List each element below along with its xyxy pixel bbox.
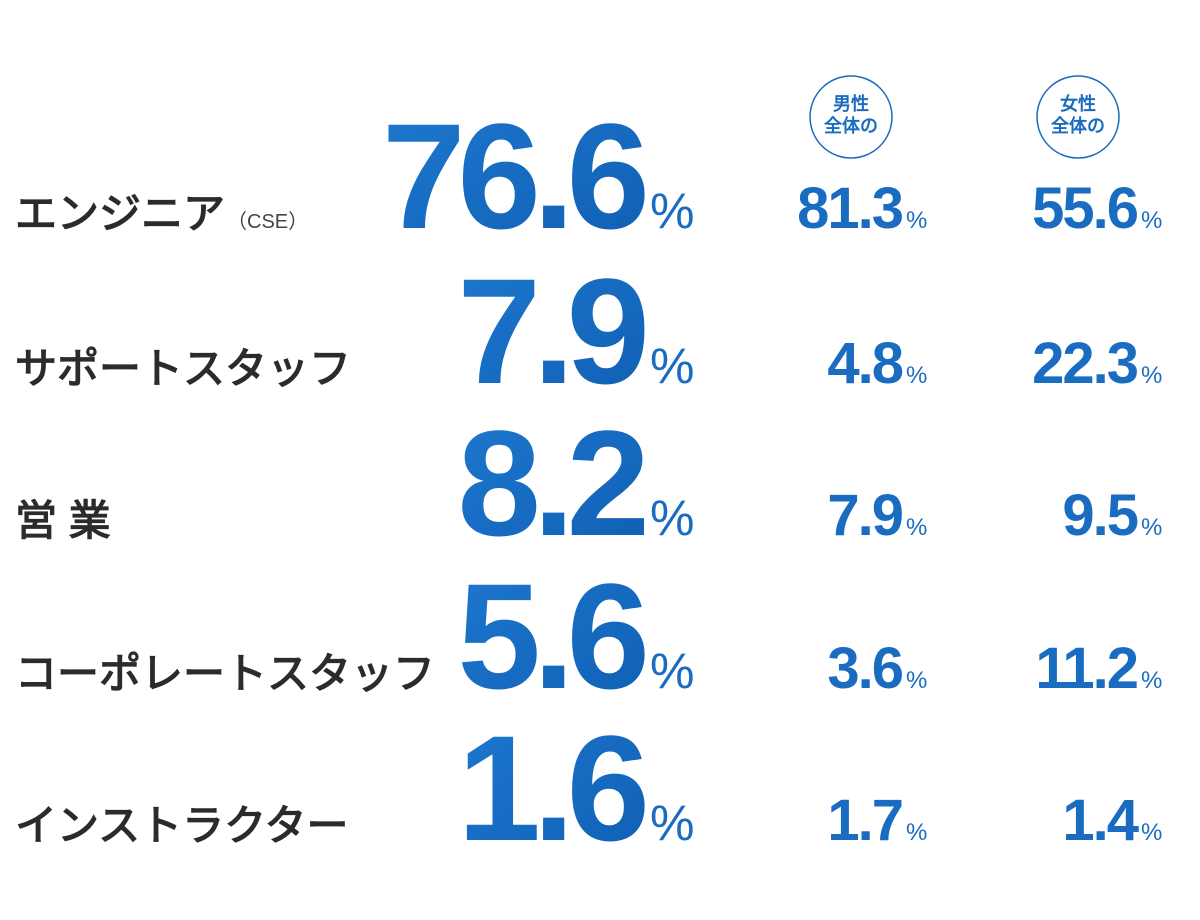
percent-sign: % (906, 362, 927, 389)
percent-sign: % (650, 490, 694, 546)
header-circle (1036, 75, 1120, 159)
percent-sign: % (1141, 819, 1162, 846)
male-value: 4.8 (827, 331, 902, 396)
total-value: 76.6 (382, 92, 645, 260)
percent-sign: % (650, 795, 694, 851)
header-text: 女性 (1060, 93, 1096, 114)
total-value: 1.6 (457, 704, 644, 872)
row-label: サポートスタッフ (15, 345, 351, 392)
percent-sign: % (906, 819, 927, 846)
male-value: 1.7 (827, 788, 902, 853)
row-label: コーポレートスタッフ (15, 650, 435, 697)
female-value: 1.4 (1062, 788, 1138, 853)
percent-sign: % (1141, 362, 1162, 389)
total-value: 8.2 (457, 399, 644, 567)
row-note: （CSE） (227, 210, 308, 233)
row-label: インストラクター (15, 802, 348, 849)
percent-sign: % (650, 183, 694, 239)
row-label: エンジニア (15, 190, 225, 237)
female-value: 11.2 (1035, 636, 1137, 701)
percent-sign: % (650, 338, 694, 394)
female-value: 22.3 (1032, 331, 1138, 396)
percent-sign: % (650, 643, 694, 699)
percent-sign: % (1141, 207, 1162, 234)
header-text: 男性 (833, 93, 869, 114)
percent-sign: % (906, 667, 927, 694)
percent-sign: % (1141, 514, 1162, 541)
male-value: 81.3 (797, 176, 903, 241)
header-circle (809, 75, 893, 159)
percent-sign: % (906, 514, 927, 541)
header-text: 全体の (1051, 115, 1105, 136)
percent-sign: % (1141, 667, 1162, 694)
female-value: 9.5 (1062, 483, 1137, 548)
male-value: 7.9 (827, 483, 902, 548)
female-value: 55.6 (1032, 176, 1138, 241)
percent-sign: % (906, 207, 927, 234)
male-value: 3.6 (827, 636, 902, 701)
header-text: 全体の (824, 115, 878, 136)
row-label: 営 業 (15, 497, 111, 544)
total-value: 7.9 (457, 247, 644, 415)
total-value: 5.6 (457, 552, 644, 720)
